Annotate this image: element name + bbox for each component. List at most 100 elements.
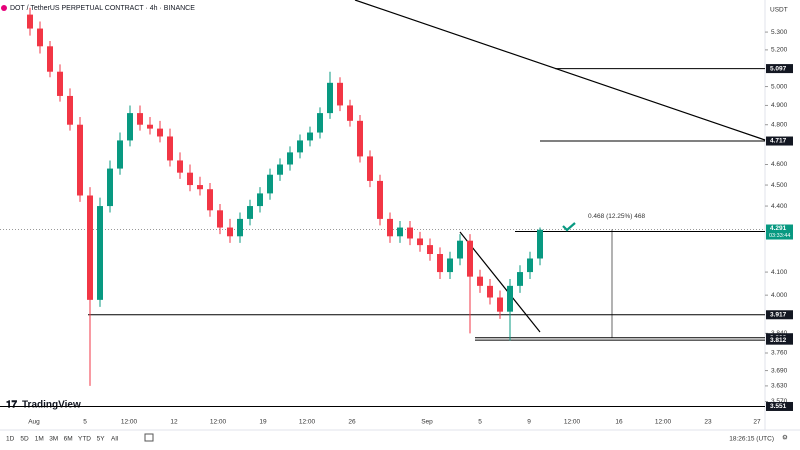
x-tick-label: 16 xyxy=(615,419,623,426)
range-button[interactable]: 5Y xyxy=(97,436,106,443)
x-tick-label: 12 xyxy=(170,419,178,426)
candle-body xyxy=(277,164,283,175)
candle-body xyxy=(47,46,53,72)
candle-body xyxy=(447,258,453,273)
x-tick-label: Sep xyxy=(421,419,433,426)
x-tick-label: 12:00 xyxy=(210,419,227,426)
y-tick-label: 4.800 xyxy=(771,121,788,128)
candle-body xyxy=(417,238,423,246)
range-button[interactable]: YTD xyxy=(78,436,91,443)
brand: TradingView xyxy=(22,400,81,411)
candle-body xyxy=(297,140,303,153)
candle-body xyxy=(437,254,443,273)
tv-logo-mark: 𝟏𝟕 xyxy=(6,400,18,411)
candle-body xyxy=(327,82,333,114)
check-mark xyxy=(562,222,576,232)
candle-body xyxy=(267,174,273,194)
candle-body xyxy=(177,160,183,173)
candle-body xyxy=(357,120,363,157)
candle-body xyxy=(217,210,223,228)
x-tick-label: 12:00 xyxy=(655,419,672,426)
x-tick-label: 9 xyxy=(527,419,531,426)
candle-body xyxy=(207,189,213,211)
candle-body xyxy=(67,95,73,125)
candle-body xyxy=(227,227,233,237)
range-button[interactable]: 3M xyxy=(49,436,58,443)
candle-body xyxy=(77,124,83,196)
currency: USDT xyxy=(770,7,788,14)
x-tick-label: 12:00 xyxy=(564,419,581,426)
candle-body xyxy=(397,227,403,237)
candle-body xyxy=(137,113,143,125)
range-button[interactable]: 1D xyxy=(6,436,15,443)
range-button[interactable]: 5D xyxy=(20,436,29,443)
measure-label: 0.468 (12.25%) 468 xyxy=(588,213,645,220)
candle-body xyxy=(317,113,323,133)
candle-body xyxy=(57,71,63,96)
x-tick-label: 5 xyxy=(83,419,87,426)
candle-body xyxy=(167,136,173,161)
range-button[interactable]: All xyxy=(111,436,119,443)
level-label-box xyxy=(766,64,793,74)
x-tick-label: 19 xyxy=(259,419,267,426)
candle-body xyxy=(97,206,103,300)
candle-body xyxy=(467,240,473,277)
x-tick-label: Aug xyxy=(28,419,40,426)
clock: 18:26:15 (UTC) xyxy=(729,436,774,443)
symbol-icon xyxy=(1,5,7,11)
range-button[interactable]: 6M xyxy=(64,436,73,443)
candle-body xyxy=(457,240,463,259)
candle-body xyxy=(107,168,113,207)
candle-body xyxy=(387,218,393,237)
candle-body xyxy=(517,272,523,286)
y-tick-label: 4.400 xyxy=(771,203,788,210)
candle-body xyxy=(537,229,543,259)
date-range-icon[interactable] xyxy=(144,433,154,442)
candle-body xyxy=(37,28,43,47)
y-tick-label: 5.000 xyxy=(771,83,788,90)
y-tick-label: 5.200 xyxy=(771,47,788,54)
trendline xyxy=(354,0,766,141)
last-price-label: 4.291 xyxy=(770,225,787,232)
y-tick-label: 4.600 xyxy=(771,161,788,168)
candle-body xyxy=(427,245,433,255)
level-label: 3.917 xyxy=(770,311,787,318)
candle-body xyxy=(127,113,133,141)
level-label: 5.097 xyxy=(770,65,787,72)
x-tick-label: 5 xyxy=(478,419,482,426)
x-tick-label: 23 xyxy=(704,419,712,426)
candle-body xyxy=(147,124,153,129)
range-button[interactable]: 1M xyxy=(35,436,44,443)
candle-body xyxy=(477,276,483,286)
level-label-box xyxy=(766,310,793,320)
candle-body xyxy=(237,218,243,237)
candle-body xyxy=(27,14,33,29)
candle-body xyxy=(87,195,93,300)
candle-body xyxy=(527,258,533,273)
candle-body xyxy=(377,180,383,219)
last-price-box xyxy=(766,224,793,240)
candle-body xyxy=(507,285,513,312)
y-tick-label: 4.000 xyxy=(771,292,788,299)
candle-body xyxy=(367,156,373,181)
candle-body xyxy=(307,132,313,141)
candle-body xyxy=(337,82,343,106)
x-tick-label: 12:00 xyxy=(121,419,138,426)
y-tick-label: 5.300 xyxy=(771,29,788,36)
candle-body xyxy=(157,128,163,137)
candle-body xyxy=(497,297,503,312)
candle-body xyxy=(287,152,293,165)
x-tick-label: 12:00 xyxy=(299,419,316,426)
level-label: 3.812 xyxy=(770,337,787,344)
y-tick-label: 4.500 xyxy=(771,182,788,189)
candle-body xyxy=(197,185,203,190)
settings-icon[interactable]: ⚙ xyxy=(782,434,788,442)
y-tick-label: 3.570 xyxy=(771,398,788,405)
candle-body xyxy=(187,172,193,186)
candle-body xyxy=(407,227,413,239)
y-tick-label: 4.100 xyxy=(771,269,788,276)
level-label: 4.717 xyxy=(770,138,787,145)
trendline xyxy=(459,231,541,333)
